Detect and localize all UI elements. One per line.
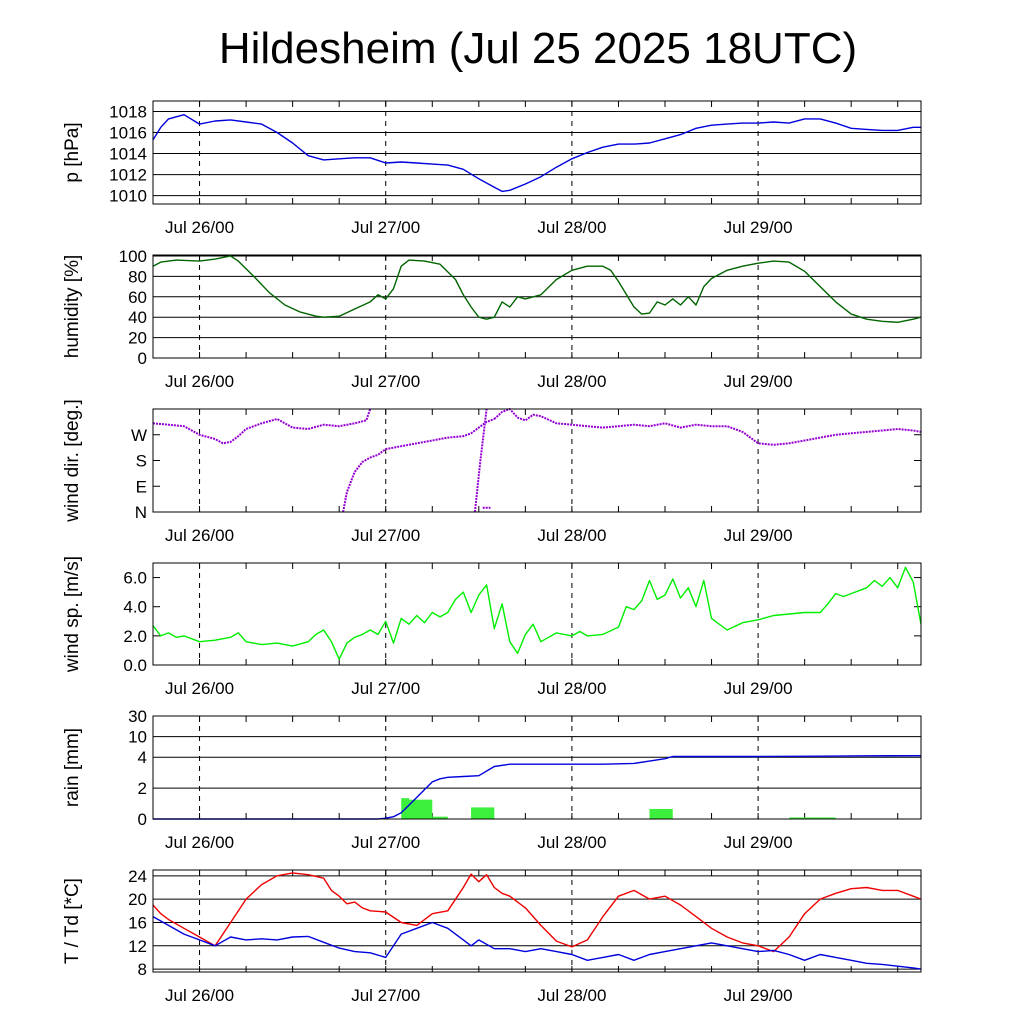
panel-frame <box>152 869 922 973</box>
y-tick-label: 1016 <box>109 124 147 143</box>
y-tick-label: 2 <box>138 779 147 798</box>
y-tick-label: 1014 <box>109 145 147 164</box>
panel-frame <box>152 254 922 359</box>
series-line <box>153 755 922 820</box>
rain-bar <box>432 816 448 819</box>
y-axis-label: wind sp. [m/s] <box>62 556 83 673</box>
x-tick-label: Jul 29/00 <box>724 526 793 545</box>
y-axis-label: T / Td [*C] <box>62 878 83 964</box>
x-tick-label: Jul 27/00 <box>351 679 420 698</box>
series-line <box>152 255 922 323</box>
y-tick-label: 20 <box>128 329 147 348</box>
y-tick-label: 2.0 <box>123 627 147 646</box>
y-tick-label: 24 <box>128 867 147 886</box>
y-tick-label: 30 <box>128 707 147 726</box>
y-tick-label: E <box>136 477 147 496</box>
x-tick-label: Jul 28/00 <box>537 218 606 237</box>
x-tick-label: Jul 27/00 <box>351 372 420 391</box>
panel-4: 0.0 2.0 4.0 6.0 Jul 26/00 Jul 27/00 Jul 28/00 J… <box>62 556 922 698</box>
y-axis-label: p [hPa] <box>62 122 83 182</box>
rain-bar <box>789 817 836 819</box>
y-tick-label: 1012 <box>109 166 147 185</box>
y-tick-label: 4.0 <box>123 598 147 617</box>
chart-title: Hildesheim (Jul 25 2025 18UTC) <box>218 24 858 73</box>
series-line <box>493 408 922 446</box>
series-line <box>152 114 921 193</box>
y-tick-label: W <box>131 426 147 445</box>
x-tick-label: Jul 29/00 <box>724 833 793 852</box>
panel-frame <box>152 100 922 205</box>
y-tick-label: 0.0 <box>123 656 147 675</box>
y-tick-label: 16 <box>128 913 147 932</box>
series-line <box>473 408 488 513</box>
y-tick-label: 8 <box>138 960 147 979</box>
x-tick-label: Jul 29/00 <box>724 218 793 237</box>
panel-frame <box>152 715 922 820</box>
y-axis-label: rain [mm] <box>62 728 83 807</box>
y-tick-label: 1010 <box>109 187 147 206</box>
x-tick-label: Jul 26/00 <box>165 526 234 545</box>
y-tick-label: 0 <box>138 810 147 829</box>
x-tick-label: Jul 29/00 <box>724 986 793 1005</box>
y-tick-label: 40 <box>128 308 147 327</box>
x-tick-label: Jul 27/00 <box>351 526 420 545</box>
y-tick-label: 80 <box>128 267 147 286</box>
x-tick-label: Jul 28/00 <box>537 986 606 1005</box>
panel-frame <box>152 562 922 666</box>
x-tick-label: Jul 28/00 <box>537 526 606 545</box>
y-tick-label: 12 <box>128 937 147 956</box>
x-tick-label: Jul 28/00 <box>537 679 606 698</box>
y-tick-label: S <box>136 452 147 471</box>
x-tick-label: Jul 27/00 <box>351 833 420 852</box>
series-line <box>152 915 922 970</box>
rain-bar <box>409 799 433 819</box>
y-axis-label: wind dir. [deg.] <box>62 399 83 523</box>
y-tick-label: 6.0 <box>123 569 147 588</box>
x-tick-label: Jul 26/00 <box>165 986 234 1005</box>
series-line <box>152 408 372 445</box>
series-line <box>152 566 922 660</box>
y-tick-label: 10 <box>128 728 147 747</box>
panel-6: 8 12 16 20 24 Jul 26/00 Jul 27/00 Jul 28/00 Jul … <box>62 867 922 1005</box>
panel-5: 0 2 410 30 Jul 26/00 Jul 27/00 Jul 28/00 Jul 29… <box>62 707 922 852</box>
y-tick-label: 0 <box>138 349 147 368</box>
x-tick-label: Jul 29/00 <box>724 372 793 391</box>
x-tick-label: Jul 26/00 <box>165 372 234 391</box>
x-tick-label: Jul 26/00 <box>165 833 234 852</box>
series-line <box>152 872 922 953</box>
x-tick-label: Jul 29/00 <box>724 679 793 698</box>
x-tick-label: Jul 28/00 <box>537 372 606 391</box>
y-tick-label: 4 <box>138 748 147 767</box>
panel-frame <box>152 408 922 513</box>
y-tick-label: 60 <box>128 288 147 307</box>
y-tick-label: 1018 <box>109 103 147 122</box>
x-tick-label: Jul 27/00 <box>351 986 420 1005</box>
series-line <box>342 418 495 513</box>
x-tick-label: Jul 26/00 <box>165 218 234 237</box>
y-tick-label: N <box>135 503 147 522</box>
y-tick-label: 100 <box>119 247 147 266</box>
rain-bar <box>649 808 673 819</box>
panel-1: 1010 1012 1014 1016 1018 Jul 26/00 Jul 27/00 Ju… <box>62 100 922 237</box>
x-tick-label: Jul 28/00 <box>537 833 606 852</box>
rain-bar <box>471 807 495 819</box>
y-tick-label: 20 <box>128 890 147 909</box>
x-tick-label: Jul 26/00 <box>165 679 234 698</box>
x-tick-label: Jul 27/00 <box>351 218 420 237</box>
y-axis-label: humidity [%] <box>62 255 83 358</box>
